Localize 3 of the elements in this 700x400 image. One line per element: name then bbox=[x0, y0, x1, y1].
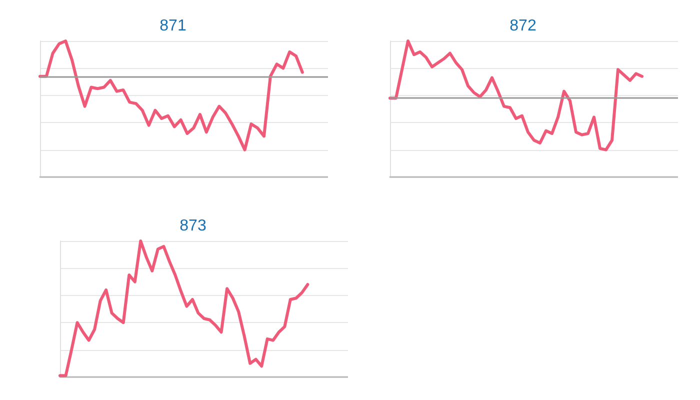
chart-title: 873 bbox=[180, 218, 206, 234]
chart-title: 871 bbox=[160, 18, 186, 34]
chart-title: 872 bbox=[510, 18, 536, 34]
